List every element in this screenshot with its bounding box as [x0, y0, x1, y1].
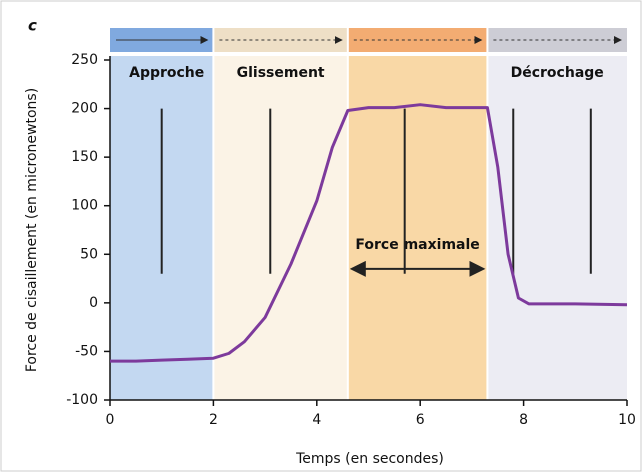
x-tick-label: 0 [106, 412, 115, 428]
phase-label: Approche [129, 65, 204, 81]
y-tick-label: 150 [71, 149, 98, 165]
y-axis-title: Force de cisaillement (en micronewtons) [24, 88, 40, 372]
x-tick-label: 6 [416, 412, 425, 428]
x-tick-label: 10 [618, 412, 636, 428]
y-tick-label: 100 [71, 198, 98, 214]
chart: c Temps (en secondes) Force de cisaillem… [0, 0, 642, 472]
y-tick-label: -100 [66, 392, 98, 408]
x-tick-label: 4 [312, 412, 321, 428]
y-tick-label: 50 [80, 246, 98, 262]
annotation-label: Force maximale [355, 237, 479, 253]
y-tick-label: 250 [71, 52, 98, 68]
phase-region [487, 56, 627, 400]
phase-label: Glissement [237, 65, 325, 81]
x-tick-label: 8 [519, 412, 528, 428]
phase-label: Décrochage [511, 65, 604, 81]
panel-label: c [28, 17, 37, 35]
y-tick-label: 200 [71, 101, 98, 117]
x-axis-title: Temps (en secondes) [295, 451, 444, 467]
x-tick-label: 2 [209, 412, 218, 428]
y-tick-label: -50 [75, 343, 98, 359]
y-tick-label: 0 [89, 295, 98, 311]
